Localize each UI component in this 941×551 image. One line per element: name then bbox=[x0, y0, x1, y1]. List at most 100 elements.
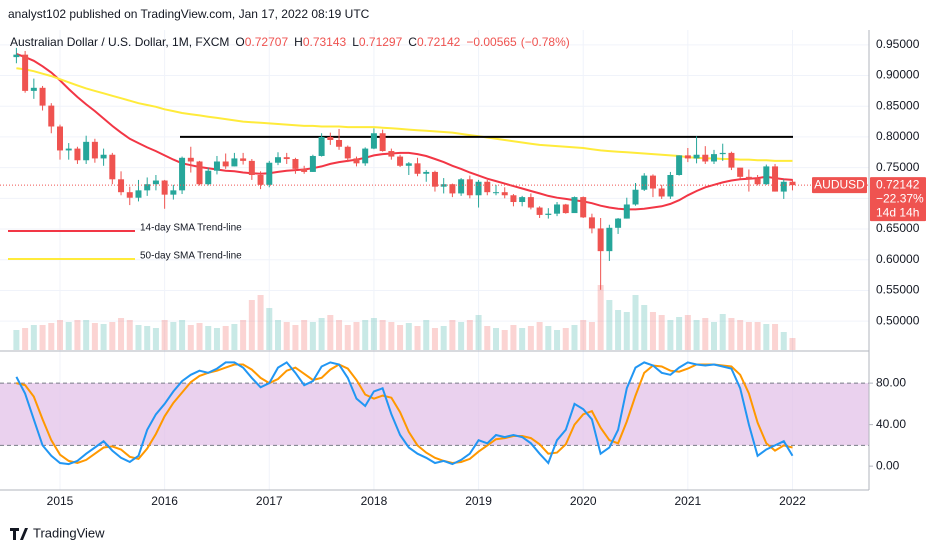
sma-line bbox=[16, 53, 793, 211]
price-tick-label: 0.95000 bbox=[876, 37, 920, 51]
volume-bar bbox=[135, 325, 142, 350]
volume-bar bbox=[152, 328, 159, 350]
candle-body bbox=[545, 213, 552, 215]
volume-bar bbox=[65, 322, 72, 350]
time-tick-label: 2018 bbox=[361, 494, 388, 508]
volume-bar bbox=[405, 323, 412, 350]
legend-key: C bbox=[408, 35, 417, 49]
volume-bar bbox=[501, 330, 508, 350]
volume-bar bbox=[48, 323, 55, 350]
candle-body bbox=[231, 158, 238, 167]
volume-bar bbox=[301, 320, 308, 350]
time-tick-label: 2017 bbox=[256, 494, 283, 508]
symbol-tag bbox=[812, 177, 867, 194]
volume-bar bbox=[275, 320, 281, 350]
time-tick-label: 2015 bbox=[47, 494, 74, 508]
price-tick-label: 0.75000 bbox=[876, 160, 920, 174]
candle-body bbox=[257, 175, 264, 185]
volume-bar bbox=[74, 320, 81, 350]
stoch-line bbox=[15, 361, 794, 466]
candle-body bbox=[309, 155, 316, 172]
symbol-legend: Australian Dollar / U.S. Dollar, 1M, FXC… bbox=[10, 35, 570, 49]
volume-bar bbox=[231, 324, 238, 350]
legend-key: L bbox=[352, 35, 359, 49]
volume-bar bbox=[475, 315, 482, 350]
candle-body bbox=[39, 87, 46, 106]
candle-body bbox=[745, 176, 752, 179]
volume-bar bbox=[449, 320, 456, 350]
candle-body bbox=[248, 160, 255, 175]
candle-body bbox=[772, 166, 779, 192]
volume-bar bbox=[571, 325, 578, 350]
candle-body bbox=[388, 151, 395, 157]
candle-body bbox=[170, 190, 177, 195]
volume-bar bbox=[13, 330, 20, 350]
sma-legend-label: 14-day SMA Trend-line bbox=[140, 223, 242, 234]
candle-body bbox=[100, 154, 107, 159]
volume-bar bbox=[344, 325, 351, 350]
price-tag bbox=[870, 177, 926, 222]
volume-bar bbox=[728, 318, 735, 350]
volume-bar bbox=[702, 318, 709, 350]
stoch-band bbox=[0, 383, 869, 446]
candle-body bbox=[30, 87, 37, 91]
candle-body bbox=[283, 157, 290, 160]
volume-bar bbox=[283, 322, 290, 350]
candle-body bbox=[431, 171, 438, 187]
volume-bar bbox=[39, 325, 46, 350]
volume-bar bbox=[632, 295, 639, 350]
price-tag-countdown: 14d 14h bbox=[876, 205, 919, 219]
volume-bar bbox=[711, 322, 717, 350]
price-tick-label: 0.55000 bbox=[876, 283, 920, 297]
candle-body bbox=[370, 133, 377, 149]
candle-body bbox=[693, 154, 700, 159]
candle-body bbox=[423, 171, 430, 174]
candle-body bbox=[292, 159, 299, 169]
volume-bar bbox=[623, 312, 630, 350]
volume-bar bbox=[213, 328, 220, 350]
volume-bar bbox=[100, 324, 107, 350]
legend-value: 0.73143 bbox=[303, 35, 347, 49]
candle-body bbox=[74, 148, 81, 161]
price-tick-label: 0.85000 bbox=[876, 98, 920, 112]
legend-key: O bbox=[235, 35, 244, 49]
volume-bar bbox=[562, 328, 569, 350]
publisher-line: analyst102 published on TradingView.com,… bbox=[8, 7, 370, 21]
volume-bar bbox=[676, 317, 683, 350]
candle-body bbox=[719, 152, 726, 155]
candle-body bbox=[414, 163, 421, 174]
volume-bar bbox=[292, 325, 299, 350]
volume-bar bbox=[170, 322, 177, 350]
symbol-tag-text: AUDUSD bbox=[814, 177, 865, 191]
candle-body bbox=[161, 180, 168, 195]
volume-bar bbox=[353, 322, 360, 350]
price-tag-price: 0.72142 bbox=[876, 177, 920, 191]
price-tick-label: 0.80000 bbox=[876, 129, 920, 143]
volume-bar bbox=[379, 320, 386, 350]
volume-bar bbox=[83, 320, 90, 350]
volume-bar bbox=[493, 328, 499, 350]
candle-body bbox=[571, 197, 578, 214]
volume-bar bbox=[388, 322, 395, 350]
volume-bar bbox=[649, 312, 656, 350]
legend-value: 0.72142 bbox=[417, 35, 461, 49]
volume-bar bbox=[22, 328, 29, 350]
legend-value: 0.71297 bbox=[359, 35, 403, 49]
candle-body bbox=[615, 218, 622, 228]
candle-body bbox=[667, 175, 674, 197]
candle-body bbox=[632, 189, 639, 205]
candle-body bbox=[196, 161, 203, 185]
volume-bar bbox=[222, 326, 229, 350]
volume-bar bbox=[309, 322, 316, 350]
candle-body bbox=[187, 157, 194, 162]
time-tick-label: 2021 bbox=[674, 494, 701, 508]
volume-bar bbox=[336, 320, 343, 350]
logo-icon bbox=[10, 528, 28, 540]
price-tick-label: 0.65000 bbox=[876, 221, 920, 235]
candle-body bbox=[13, 54, 20, 58]
candle-body bbox=[397, 156, 404, 166]
candle-body bbox=[641, 175, 648, 190]
candle-body bbox=[728, 152, 735, 168]
candle-body bbox=[362, 148, 369, 164]
candle-body bbox=[65, 148, 72, 151]
